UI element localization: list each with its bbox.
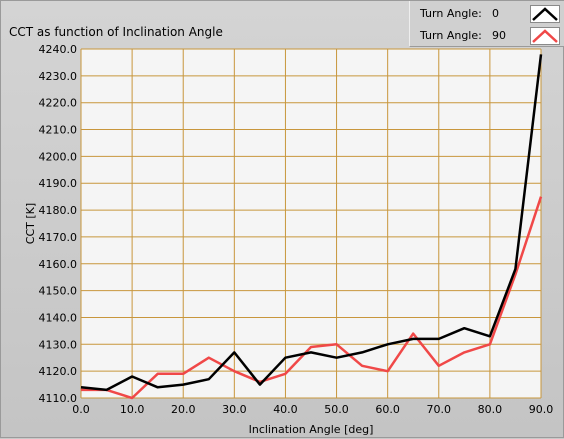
series-line-1[interactable] — [81, 196, 543, 400]
series-line-0[interactable] — [80, 54, 543, 392]
x-tick-label: 90.0 — [529, 403, 554, 416]
y-tick-label: 4230.0 — [39, 70, 78, 83]
chart-title: CCT as function of Inclination Angle — [9, 25, 223, 39]
legend[interactable]: Turn Angle: 0 Turn Angle: 90 — [409, 1, 564, 47]
x-axis-ticks: 0.0 10.0 20.0 30.0 40.0 50.0 60.0 70.0 80.0 90.0 — [72, 403, 553, 416]
x-axis-label: Inclination Angle [deg] — [249, 423, 374, 436]
legend-item-value: 90 — [492, 29, 506, 42]
x-tick-label: 10.0 — [120, 403, 145, 416]
legend-item-label: Turn Angle: — [420, 7, 482, 20]
y-tick-label: 4110.0 — [39, 392, 78, 405]
y-tick-label: 4220.0 — [39, 97, 78, 110]
y-tick-label: 4140.0 — [39, 311, 78, 324]
legend-item-1[interactable]: Turn Angle: 90 — [410, 25, 564, 47]
y-tick-label: 4160.0 — [39, 258, 78, 271]
y-tick-label: 4170.0 — [39, 231, 78, 244]
x-tick-label: 80.0 — [478, 403, 503, 416]
x-tick-label: 60.0 — [375, 403, 400, 416]
plot-area[interactable] — [81, 49, 541, 398]
y-tick-label: 4240.0 — [39, 43, 78, 56]
x-tick-label: 40.0 — [273, 403, 298, 416]
y-axis-ticks: 4110.0 4120.0 4130.0 4140.0 4150.0 4160.0 4170… — [39, 43, 78, 405]
legend-item-label: Turn Angle: — [420, 29, 482, 42]
y-tick-label: 4130.0 — [39, 338, 78, 351]
x-tick-label: 70.0 — [427, 403, 452, 416]
y-tick-label: 4210.0 — [39, 124, 78, 137]
y-tick-label: 4180.0 — [39, 204, 78, 217]
line-swatch-icon[interactable] — [530, 27, 560, 45]
legend-item-0[interactable]: Turn Angle: 0 — [410, 3, 564, 25]
series-lines — [80, 54, 543, 400]
y-tick-label: 4120.0 — [39, 365, 78, 378]
y-tick-label: 4190.0 — [39, 177, 78, 190]
x-tick-label: 30.0 — [222, 403, 247, 416]
y-tick-label: 4150.0 — [39, 285, 78, 298]
x-tick-label: 50.0 — [324, 403, 349, 416]
line-swatch-icon[interactable] — [530, 5, 560, 23]
x-tick-label: 0.0 — [72, 403, 90, 416]
x-tick-label: 20.0 — [171, 403, 196, 416]
legend-item-value: 0 — [492, 7, 499, 20]
grid-lines — [80, 48, 542, 399]
y-tick-label: 4200.0 — [39, 150, 78, 163]
y-axis-label: CCT [K] — [24, 203, 37, 244]
